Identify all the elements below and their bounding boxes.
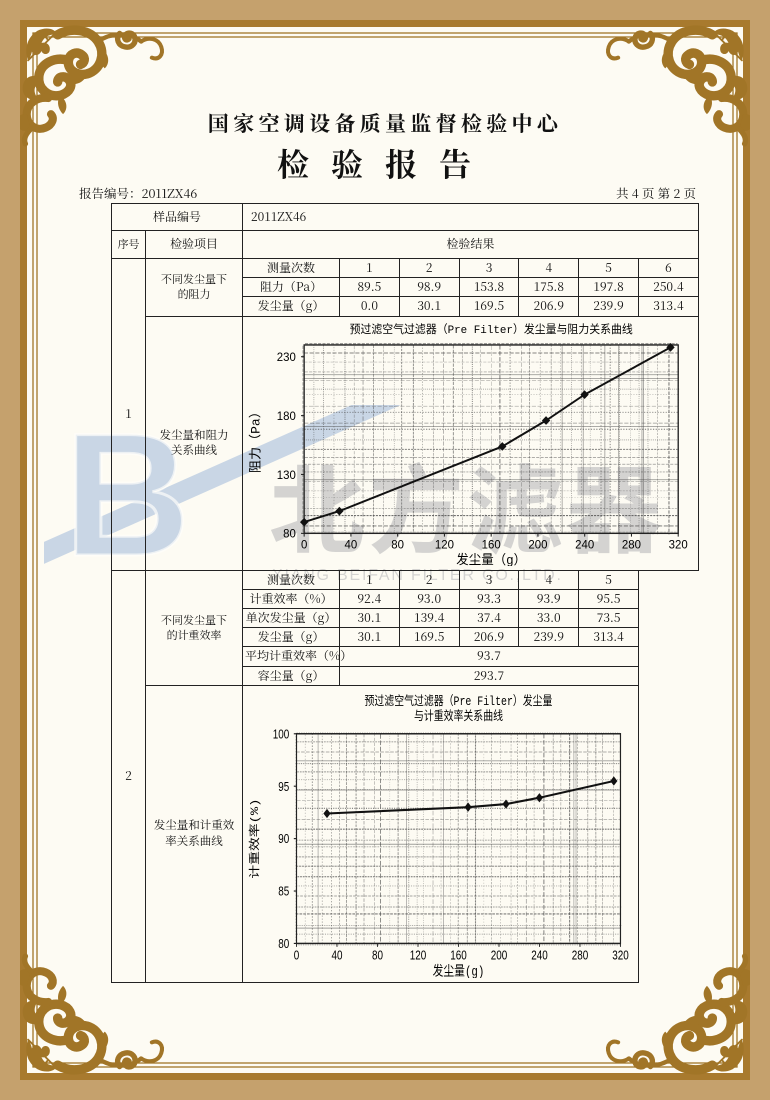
- svg-text:180: 180: [277, 409, 297, 422]
- svg-text:40: 40: [345, 538, 358, 551]
- svg-text:280: 280: [572, 949, 589, 962]
- svg-text:230: 230: [277, 350, 297, 363]
- svg-text:80: 80: [278, 938, 289, 951]
- svg-text:80: 80: [283, 527, 296, 540]
- svg-text:40: 40: [331, 949, 342, 962]
- svg-text:120: 120: [435, 538, 455, 551]
- svg-text:80: 80: [391, 538, 404, 551]
- svg-text:240: 240: [575, 538, 595, 551]
- svg-text:95: 95: [278, 780, 289, 793]
- svg-text:85: 85: [278, 885, 289, 898]
- svg-text:预过滤空气过滤器（Pre Filter）发尘量与阻力关系曲线: 预过滤空气过滤器（Pre Filter）发尘量与阻力关系曲线: [350, 321, 633, 336]
- svg-text:计重效率(%): 计重效率(%): [247, 798, 261, 878]
- svg-text:280: 280: [622, 538, 642, 551]
- svg-text:320: 320: [669, 538, 689, 551]
- svg-text:预过滤空气过滤器（Pre Filter）发尘量: 预过滤空气过滤器（Pre Filter）发尘量: [365, 692, 553, 709]
- svg-text:阻力（Pa）: 阻力（Pa）: [249, 405, 264, 473]
- svg-text:240: 240: [531, 949, 548, 962]
- svg-text:160: 160: [482, 538, 502, 551]
- svg-text:0: 0: [294, 949, 300, 962]
- svg-text:0: 0: [301, 538, 308, 551]
- svg-text:发尘量（g）: 发尘量（g）: [456, 551, 526, 565]
- svg-text:320: 320: [612, 949, 629, 962]
- svg-text:与计重效率关系曲线: 与计重效率关系曲线: [414, 707, 503, 724]
- svg-text:160: 160: [450, 949, 467, 962]
- svg-text:90: 90: [278, 833, 289, 846]
- svg-text:发尘量(g): 发尘量(g): [433, 962, 485, 978]
- svg-text:130: 130: [277, 468, 297, 481]
- svg-text:80: 80: [372, 949, 383, 962]
- svg-text:120: 120: [410, 949, 427, 962]
- svg-text:100: 100: [273, 728, 290, 741]
- svg-text:200: 200: [491, 949, 508, 962]
- svg-text:200: 200: [528, 538, 548, 551]
